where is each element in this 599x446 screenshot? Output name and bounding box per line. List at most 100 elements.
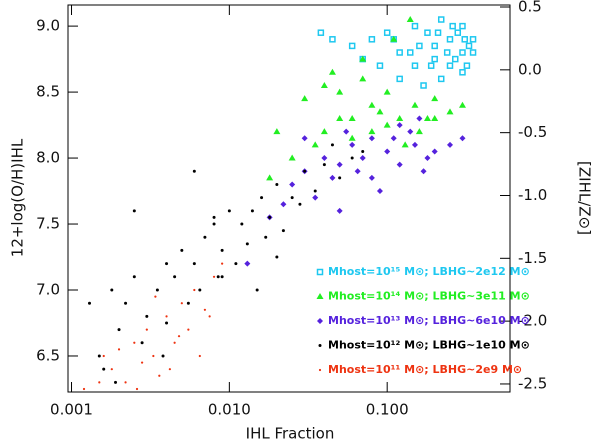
point (117, 328, 121, 332)
legend-marker (316, 268, 324, 276)
point (288, 154, 296, 161)
point (298, 202, 302, 206)
point (454, 29, 462, 36)
point (431, 114, 439, 121)
y2-axis-label: [ZIHL/Z⊙] (576, 161, 594, 235)
point (320, 81, 328, 88)
point (446, 62, 454, 69)
legend-label: Mhost=10¹¹ M⊙; LBHG~2e9 M⊙ (328, 363, 522, 376)
point (401, 141, 409, 148)
point (336, 114, 344, 121)
point (354, 168, 361, 175)
point (221, 262, 224, 265)
point (165, 321, 169, 325)
point (281, 229, 285, 233)
y-tick-label: 6.5 (36, 346, 60, 364)
point (198, 288, 202, 292)
point (416, 115, 423, 122)
point (212, 275, 216, 278)
point (140, 361, 144, 364)
point (406, 16, 414, 23)
point (437, 16, 445, 23)
point (168, 368, 171, 371)
legend-marker (318, 368, 322, 372)
point (132, 209, 136, 213)
point (110, 368, 113, 371)
point (396, 49, 403, 56)
point (110, 288, 114, 292)
point (244, 260, 251, 267)
point (338, 176, 342, 180)
point (349, 141, 356, 148)
point (220, 248, 224, 252)
x-axis-label: IHL Fraction (246, 425, 335, 443)
point (431, 148, 438, 155)
point (396, 114, 404, 121)
point (312, 194, 319, 201)
point (98, 381, 101, 384)
point (390, 35, 398, 42)
point (383, 121, 391, 128)
point (361, 149, 365, 153)
point (180, 248, 184, 252)
point (301, 95, 309, 102)
y2-tick-label: 0.5 (518, 0, 542, 16)
point (161, 354, 165, 358)
point (320, 128, 328, 135)
point (411, 62, 419, 69)
point (145, 328, 148, 331)
point (415, 128, 423, 135)
point (328, 68, 336, 75)
point (266, 174, 274, 181)
point (348, 134, 356, 141)
point (469, 49, 477, 56)
point (187, 328, 190, 331)
point (423, 114, 431, 121)
point (449, 22, 456, 30)
point (469, 36, 477, 43)
point (368, 135, 375, 142)
x-tick-label: 0.001 (50, 401, 93, 419)
y2-tick-label: -1.0 (518, 186, 547, 204)
x-tick-label: 0.010 (208, 401, 251, 419)
point (193, 288, 196, 292)
point (87, 301, 91, 305)
point (180, 302, 183, 305)
point (321, 155, 328, 162)
point (192, 169, 196, 173)
point (336, 207, 343, 214)
point (396, 75, 403, 83)
point (264, 235, 268, 239)
point (452, 55, 459, 63)
y-tick-label: 7.5 (36, 215, 60, 233)
point (303, 169, 307, 173)
point (268, 215, 272, 219)
point (343, 128, 350, 135)
point (220, 275, 224, 279)
point (311, 141, 319, 148)
point (384, 148, 391, 155)
y-tick-label: 9.0 (36, 17, 60, 35)
point (348, 114, 356, 121)
point (330, 143, 334, 147)
point (359, 55, 367, 62)
legend-marker (316, 293, 324, 299)
point (407, 128, 414, 135)
legend-label: Mhost=10¹⁵ M⊙; LBHG~2e12 M⊙ (328, 265, 530, 278)
point (443, 49, 451, 56)
point (240, 222, 244, 226)
point (420, 82, 427, 89)
point (411, 22, 419, 30)
point (336, 161, 343, 168)
point (427, 62, 435, 69)
point (465, 42, 473, 50)
point (390, 135, 397, 142)
point (250, 209, 254, 213)
y2-tick-label: -2.0 (518, 312, 547, 330)
legend-label: Mhost=10¹³ M⊙; LBHG~6e10 M⊙ (328, 314, 530, 327)
point (212, 215, 216, 219)
point (322, 163, 326, 167)
y-tick-label: 8.5 (36, 83, 60, 101)
point (280, 201, 287, 208)
